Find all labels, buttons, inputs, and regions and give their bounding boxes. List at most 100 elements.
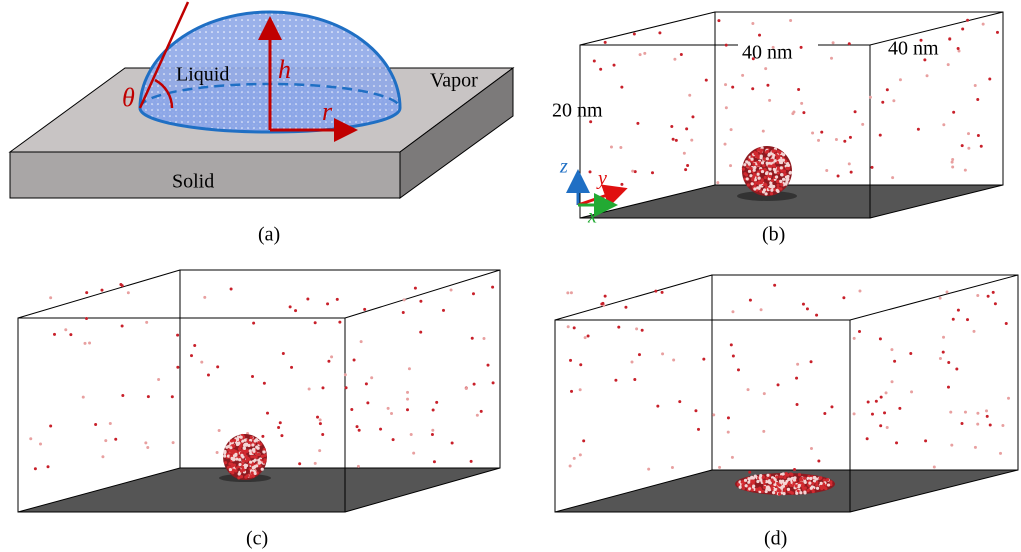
- molecule: [764, 480, 769, 484]
- vapor-molecule: [972, 329, 976, 333]
- molecule: [245, 474, 249, 478]
- slab-side: [399, 67, 514, 199]
- vapor-molecule: [306, 297, 310, 301]
- vapor-molecule: [114, 437, 118, 441]
- molecule: [766, 473, 770, 477]
- label-bg: [738, 40, 818, 66]
- vapor-molecule: [430, 433, 434, 437]
- vapor-molecule: [566, 325, 570, 329]
- vapor-molecule: [945, 290, 949, 294]
- molecule: [235, 457, 239, 461]
- molecule: [783, 172, 787, 176]
- vapor-molecule: [252, 321, 256, 325]
- vapor-molecule: [472, 382, 476, 386]
- vapor-molecule: [858, 289, 862, 293]
- z-label: z: [559, 156, 568, 178]
- molecule: [231, 464, 235, 468]
- vapor-molecule: [890, 380, 894, 384]
- vapor-label: Vapor: [430, 70, 478, 92]
- molecule: [747, 480, 751, 484]
- vapor-molecule: [578, 388, 582, 392]
- vapor-molecule: [643, 51, 647, 55]
- molecule: [260, 467, 264, 471]
- vapor-molecule: [762, 429, 766, 433]
- vapor-molecule: [724, 43, 728, 47]
- vapor-molecule: [865, 437, 869, 441]
- vapor-molecule: [988, 77, 992, 81]
- molecule: [753, 165, 757, 170]
- molecule: [756, 181, 761, 186]
- molecule: [769, 181, 773, 185]
- box-edges: [554, 274, 1019, 513]
- molecule: [780, 183, 784, 187]
- vapor-molecule: [566, 291, 570, 295]
- molecule: [250, 455, 254, 459]
- molecule: [787, 481, 791, 485]
- box-back: [714, 11, 1004, 186]
- vapor-molecule: [647, 467, 651, 471]
- vapor-molecule: [831, 41, 835, 45]
- vapor-molecule: [878, 337, 882, 341]
- caption: (a): [258, 224, 280, 246]
- molecule: [790, 491, 794, 495]
- molecule: [250, 471, 254, 475]
- vapor-molecule: [321, 386, 325, 390]
- vapor-molecule: [925, 74, 929, 78]
- molecule: [778, 150, 782, 155]
- vapor-molecule: [884, 391, 888, 395]
- molecule: [775, 188, 779, 192]
- vapor-molecule: [966, 318, 970, 322]
- molecule: [759, 478, 763, 482]
- vapor-molecule: [898, 78, 902, 82]
- molecule: [824, 486, 828, 491]
- molecule: [243, 442, 248, 446]
- vapor-molecule: [843, 139, 847, 143]
- vapor-molecule: [820, 130, 824, 134]
- vapor-molecule: [656, 404, 660, 408]
- vapor-molecule: [609, 145, 613, 149]
- vapor-molecule: [815, 313, 819, 317]
- vapor-molecule: [823, 411, 827, 415]
- molecule: [803, 476, 807, 480]
- vapor-molecule: [612, 63, 616, 67]
- molecule: [772, 480, 776, 484]
- vapor-molecule: [409, 432, 413, 436]
- molecule: [750, 157, 754, 161]
- vapor-molecule: [795, 376, 799, 380]
- molecule: [761, 489, 765, 493]
- vapor-molecule: [942, 123, 946, 127]
- vapor-molecule: [985, 414, 989, 418]
- molecule: [765, 486, 769, 490]
- molecule: [262, 450, 266, 454]
- molecule: [755, 487, 759, 491]
- molecule: [239, 475, 244, 479]
- molecule: [789, 483, 793, 487]
- molecule: [247, 443, 251, 448]
- vapor-molecule: [620, 182, 624, 186]
- vapor-molecule: [891, 176, 895, 180]
- vapor-molecule: [471, 292, 475, 296]
- vapor-molecule: [599, 67, 603, 71]
- vapor-molecule: [29, 437, 33, 441]
- vapor-molecule: [126, 291, 130, 295]
- vapor-molecule: [893, 359, 897, 363]
- vapor-molecule: [885, 88, 889, 92]
- molecule: [758, 487, 762, 491]
- vapor-molecule: [759, 308, 763, 312]
- molecule: [241, 459, 245, 463]
- vapor-molecule: [120, 324, 124, 328]
- molecule: [252, 447, 256, 451]
- vapor-molecule: [572, 456, 576, 460]
- molecule: [253, 458, 257, 462]
- length-y-label: 40 nm: [888, 38, 939, 60]
- molecule: [229, 446, 233, 450]
- vapor-molecule: [33, 467, 37, 471]
- vapor-molecule: [617, 325, 621, 329]
- molecule: [826, 483, 831, 487]
- vapor-molecule: [603, 40, 607, 44]
- vapor-molecule: [215, 451, 219, 455]
- molecule: [773, 482, 777, 487]
- vapor-molecule: [568, 464, 572, 468]
- molecule: [767, 153, 771, 157]
- vapor-molecule: [419, 299, 423, 303]
